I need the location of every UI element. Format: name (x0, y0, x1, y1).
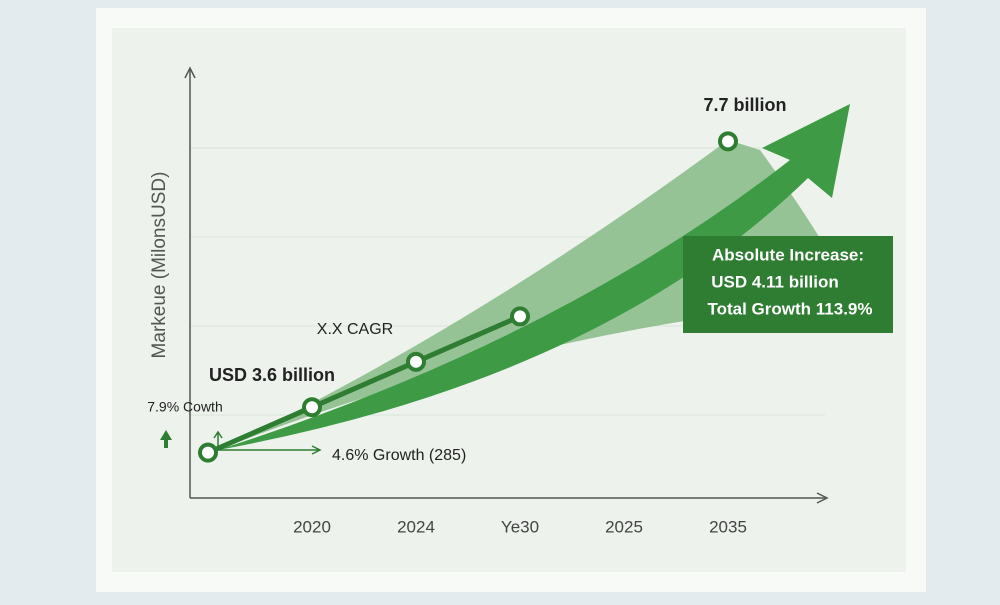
point (198, 442, 218, 463)
growth-arrow (218, 104, 850, 450)
annotation: USD 3.6 billion (209, 365, 335, 385)
x-tick-label: 2024 (397, 517, 435, 536)
callout-box (683, 236, 893, 333)
x-tick-label: Ye30 (501, 517, 539, 536)
x-tick-label: 2020 (293, 517, 331, 536)
annotation: 7.7 billion (703, 95, 786, 115)
callout-text: USD 4.11 billion (711, 272, 839, 291)
point (406, 351, 426, 372)
growth-pointers (213, 430, 322, 455)
up-icon (160, 430, 172, 448)
axes (184, 66, 829, 504)
callout-text: Total Growth 113.9% (707, 299, 872, 318)
x-tick-label: 2025 (605, 517, 643, 536)
annotation: 4.6% Growth (285) (332, 447, 466, 464)
x-tick-label: 2035 (709, 517, 747, 536)
y-axis-label: Markeue (MilonsUSD) (149, 172, 170, 359)
growth-band (218, 140, 850, 450)
point (718, 131, 738, 152)
point (510, 306, 530, 327)
annotation: X.X CAGR (317, 321, 393, 338)
callout-text: Absolute Increase: (712, 245, 864, 264)
annotation: 7.9% Cowth (147, 399, 222, 415)
point (302, 397, 322, 418)
